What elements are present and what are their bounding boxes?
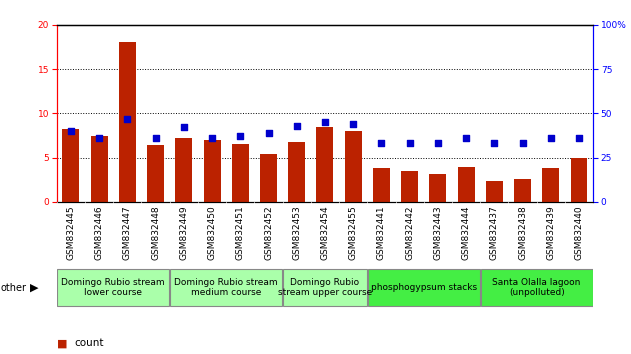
Bar [317, 127, 333, 202]
Text: GSM832455: GSM832455 [349, 205, 358, 260]
Bar [570, 158, 587, 202]
Bar [288, 142, 305, 202]
Point [179, 125, 189, 130]
Text: GSM832438: GSM832438 [518, 205, 527, 260]
Bar [204, 140, 220, 202]
Text: GSM832446: GSM832446 [95, 205, 103, 260]
Bar [373, 168, 390, 202]
FancyBboxPatch shape [57, 269, 169, 306]
Text: other: other [1, 282, 27, 293]
Bar [345, 131, 362, 202]
Point [122, 116, 133, 121]
Point [489, 141, 499, 146]
Point [207, 135, 217, 141]
Text: GSM832442: GSM832442 [405, 205, 414, 259]
FancyBboxPatch shape [368, 269, 480, 306]
Text: Santa Olalla lagoon
(unpolluted): Santa Olalla lagoon (unpolluted) [492, 278, 581, 297]
Point [574, 135, 584, 141]
Text: GSM832452: GSM832452 [264, 205, 273, 260]
Bar [175, 138, 192, 202]
Text: GSM832439: GSM832439 [546, 205, 555, 260]
Bar [260, 154, 277, 202]
Text: GSM832449: GSM832449 [179, 205, 188, 260]
Point [320, 119, 330, 125]
Text: GSM832448: GSM832448 [151, 205, 160, 260]
Point [235, 133, 245, 139]
Text: ▶: ▶ [30, 282, 38, 293]
Point [376, 141, 386, 146]
Bar [457, 167, 475, 202]
Point [292, 123, 302, 129]
Text: GSM832447: GSM832447 [123, 205, 132, 260]
Text: GSM832443: GSM832443 [433, 205, 442, 260]
Text: Domingo Rubio stream
lower course: Domingo Rubio stream lower course [61, 278, 165, 297]
Text: GSM832444: GSM832444 [462, 205, 471, 259]
Text: Domingo Rubio
stream upper course: Domingo Rubio stream upper course [278, 278, 372, 297]
Bar [401, 171, 418, 202]
Point [546, 135, 556, 141]
Bar [514, 179, 531, 202]
Text: GSM832453: GSM832453 [292, 205, 301, 260]
Text: phosphogypsum stacks: phosphogypsum stacks [370, 283, 477, 292]
Point [94, 135, 104, 141]
Text: count: count [74, 338, 104, 348]
FancyBboxPatch shape [170, 269, 282, 306]
Point [348, 121, 358, 127]
Text: GSM832450: GSM832450 [208, 205, 216, 260]
Text: Domingo Rubio stream
medium course: Domingo Rubio stream medium course [174, 278, 278, 297]
Point [404, 141, 415, 146]
Text: GSM832440: GSM832440 [575, 205, 584, 260]
FancyBboxPatch shape [283, 269, 367, 306]
Point [517, 141, 528, 146]
FancyBboxPatch shape [481, 269, 593, 306]
Bar [542, 168, 559, 202]
Text: GSM832454: GSM832454 [321, 205, 329, 260]
Bar [232, 144, 249, 202]
Point [264, 130, 274, 136]
Text: GSM832445: GSM832445 [66, 205, 75, 260]
Bar [91, 136, 108, 202]
Text: GSM832451: GSM832451 [236, 205, 245, 260]
Text: ■: ■ [57, 338, 68, 348]
Bar [486, 181, 503, 202]
Bar [430, 175, 446, 202]
Bar [147, 145, 164, 202]
Point [151, 135, 161, 141]
Text: GSM832441: GSM832441 [377, 205, 386, 260]
Point [433, 141, 443, 146]
Text: GSM832437: GSM832437 [490, 205, 499, 260]
Bar [62, 129, 80, 202]
Point [66, 128, 76, 134]
Point [461, 135, 471, 141]
Bar [119, 42, 136, 202]
